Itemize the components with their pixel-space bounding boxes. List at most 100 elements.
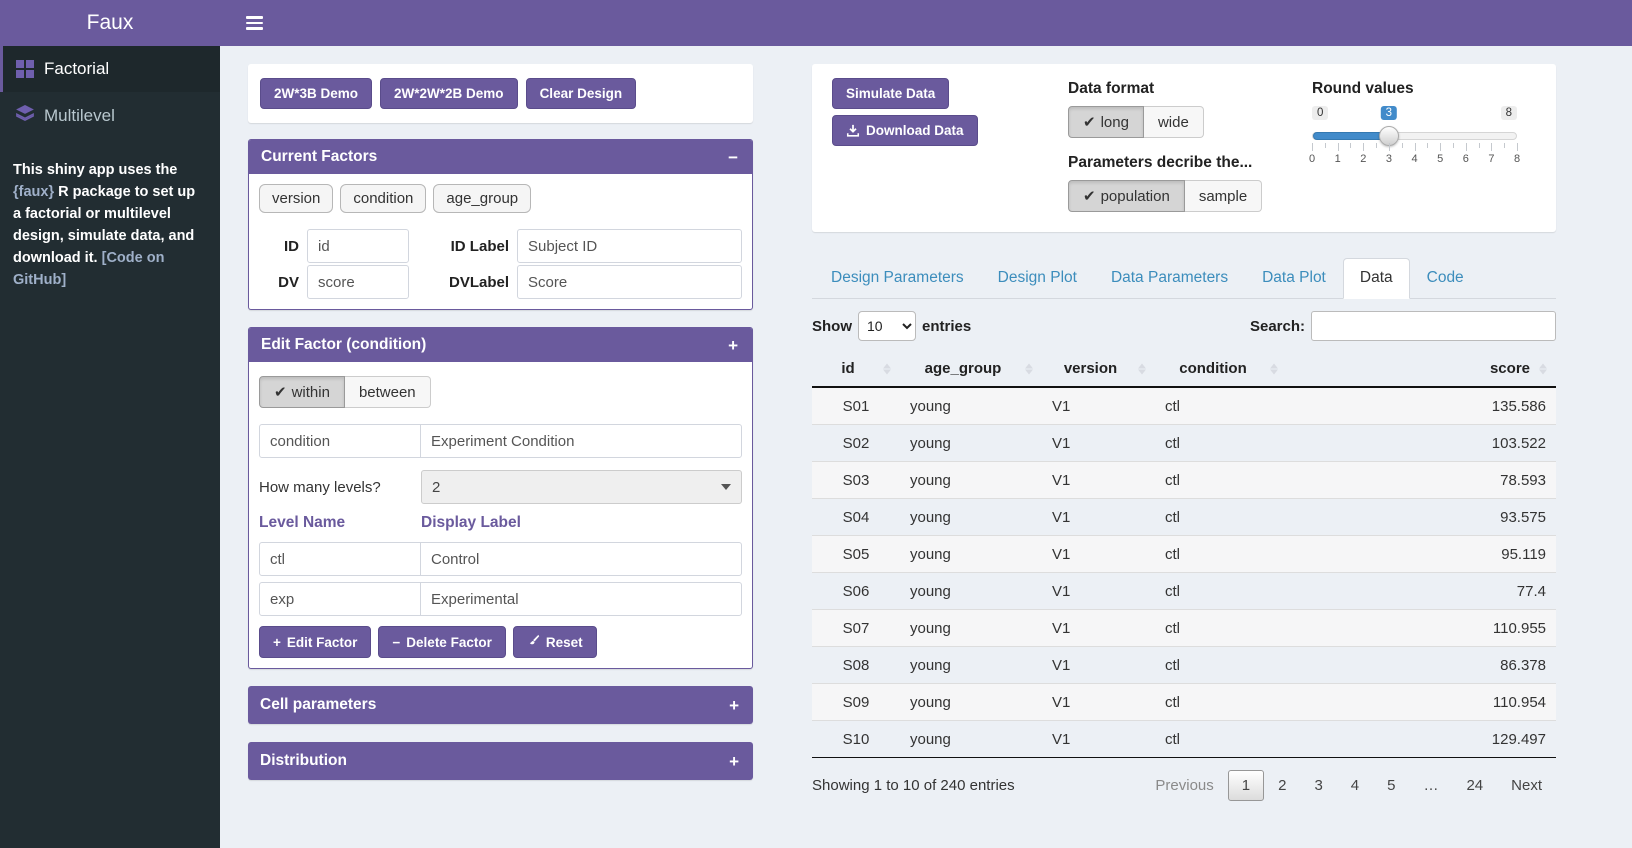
factor-chip-age_group[interactable]: age_group <box>433 184 532 213</box>
distribution-header[interactable]: Distribution + <box>248 742 753 780</box>
level-name-input[interactable] <box>259 582 421 616</box>
page-button-4[interactable]: 4 <box>1350 777 1360 794</box>
factor-chip-version[interactable]: version <box>259 184 334 213</box>
simulate-data-button[interactable]: Simulate Data <box>832 78 950 109</box>
data-format-long[interactable]: ✔ long <box>1068 106 1144 138</box>
tab-data-plot[interactable]: Data Plot <box>1262 269 1326 286</box>
page-button-2[interactable]: 2 <box>1278 777 1287 794</box>
page-length-control: Show 10 entries <box>812 311 971 341</box>
cell-id: S05 <box>812 535 900 573</box>
page-button-5[interactable]: 5 <box>1387 777 1396 794</box>
cell-condition: ctl <box>1155 646 1287 684</box>
table-footer: Showing 1 to 10 of 240 entries Previous 1… <box>812 770 1556 801</box>
table-row[interactable]: S05 young V1 ctl 95.119 <box>812 535 1556 573</box>
page-button-1[interactable]: 1 <box>1227 770 1265 801</box>
sidebar-item-multilevel[interactable]: Multilevel <box>0 92 220 139</box>
table-row[interactable]: S10 young V1 ctl 129.497 <box>812 720 1556 758</box>
level-label-input[interactable] <box>420 542 742 576</box>
field-input-dvlabel[interactable] <box>517 265 742 299</box>
tab-design-parameters[interactable]: Design Parameters <box>831 269 964 286</box>
factor-type-label: between <box>358 383 416 401</box>
next-page-button[interactable]: Next <box>1511 777 1542 794</box>
table-row[interactable]: S04 young V1 ctl 93.575 <box>812 498 1556 536</box>
table-row[interactable]: S02 young V1 ctl 103.522 <box>812 424 1556 462</box>
sidebar-toggle-icon[interactable] <box>232 0 276 46</box>
data-format-label: wide <box>1157 113 1189 131</box>
sidebar-item-factorial[interactable]: Factorial <box>0 46 220 92</box>
level-name-header: Level Name <box>259 514 346 531</box>
brush-icon <box>527 634 540 650</box>
demo-button-2w-2w-2b-demo[interactable]: 2W*2W*2B Demo <box>380 78 518 109</box>
page-button-3[interactable]: 3 <box>1314 777 1323 794</box>
column-header-condition[interactable]: condition <box>1155 351 1287 388</box>
cell-age_group: young <box>900 498 1042 536</box>
field-input-id[interactable] <box>307 229 409 263</box>
data-column: Simulate Data Download Data Data format … <box>812 64 1556 848</box>
cell-id: S04 <box>812 498 900 536</box>
cell-version: V1 <box>1042 387 1155 425</box>
page-ellipsis: … <box>1423 777 1439 794</box>
current-factors-header: Current Factors − <box>249 140 752 174</box>
reset-button[interactable]: Reset <box>512 626 597 658</box>
data-format-wide[interactable]: wide <box>1143 106 1204 138</box>
box-title: Distribution <box>260 752 347 769</box>
download-data-button[interactable]: Download Data <box>832 115 978 146</box>
cell-id: S07 <box>812 609 900 647</box>
factor-name-input[interactable] <box>259 424 421 458</box>
column-header-id[interactable]: id <box>812 351 900 388</box>
tab-code[interactable]: Code <box>1426 269 1464 286</box>
data-format-toggle: ✔ long wide <box>1068 106 1204 138</box>
expand-icon[interactable]: + <box>729 695 739 715</box>
previous-page-button[interactable]: Previous <box>1155 777 1214 794</box>
column-header-age_group[interactable]: age_group <box>900 351 1042 388</box>
round-values-slider[interactable]: 0 3 8 0 1 2 3 4 5 6 7 8 <box>1309 106 1520 167</box>
level-name-input[interactable] <box>259 542 421 576</box>
field-input-id-label[interactable] <box>517 229 742 263</box>
table-row[interactable]: S08 young V1 ctl 86.378 <box>812 646 1556 684</box>
button-label: Delete Factor <box>406 634 492 650</box>
factor-type-between[interactable]: between <box>344 376 431 408</box>
collapse-icon[interactable]: − <box>728 147 738 167</box>
sort-icon <box>1270 363 1278 374</box>
column-header-version[interactable]: version <box>1042 351 1155 388</box>
search-label: Search: <box>1249 317 1305 335</box>
level-label-input[interactable] <box>420 582 742 616</box>
page-length-select[interactable]: 10 <box>858 311 916 341</box>
table-row[interactable]: S06 young V1 ctl 77.4 <box>812 572 1556 610</box>
slider-track[interactable] <box>1312 126 1517 146</box>
sidebar-description: This shiny app uses the {faux} R package… <box>0 139 220 311</box>
demo-button-2w-3b-demo[interactable]: 2W*3B Demo <box>260 78 373 109</box>
faux-package-link[interactable]: {faux} <box>13 184 55 201</box>
parameters-label: sample <box>1198 187 1248 205</box>
parameters-population[interactable]: ✔ population <box>1068 180 1185 212</box>
github-link[interactable]: [Code on GitHub] <box>13 250 165 289</box>
cell-parameters-box: Cell parameters + <box>248 686 753 724</box>
factor-chips: version condition age_group <box>259 184 742 213</box>
edit-factor-button[interactable]: + Edit Factor <box>259 626 372 658</box>
search-input[interactable] <box>1311 311 1556 341</box>
page-button-24[interactable]: 24 <box>1466 777 1484 794</box>
tab-data-parameters[interactable]: Data Parameters <box>1110 269 1229 286</box>
factor-type-within[interactable]: ✔ within <box>259 376 345 408</box>
column-header-score[interactable]: score <box>1287 351 1556 388</box>
demo-button-clear-design[interactable]: Clear Design <box>525 78 637 109</box>
table-row[interactable]: S03 young V1 ctl 78.593 <box>812 461 1556 499</box>
levels-count-select[interactable]: 2 <box>421 470 742 504</box>
cell-parameters-header[interactable]: Cell parameters + <box>248 686 753 724</box>
app-brand: Faux <box>86 11 134 34</box>
parameters-sample[interactable]: sample <box>1184 180 1263 212</box>
factor-chip-condition[interactable]: condition <box>340 184 427 213</box>
factor-label-input[interactable] <box>420 424 742 458</box>
collapse-icon[interactable]: + <box>728 335 738 355</box>
cell-age_group: young <box>900 720 1042 758</box>
field-input-dv[interactable] <box>307 265 409 299</box>
table-row[interactable]: S01 young V1 ctl 135.586 <box>812 387 1556 425</box>
sidebar-nav: Factorial Multilevel <box>0 46 220 139</box>
table-row[interactable]: S07 young V1 ctl 110.955 <box>812 609 1556 647</box>
delete-factor-button[interactable]: − Delete Factor <box>378 626 506 658</box>
table-row[interactable]: S09 young V1 ctl 110.954 <box>812 683 1556 721</box>
tab-data[interactable]: Data <box>1342 258 1410 299</box>
expand-icon[interactable]: + <box>729 751 739 771</box>
level-row <box>259 542 742 576</box>
tab-design-plot[interactable]: Design Plot <box>997 269 1077 286</box>
